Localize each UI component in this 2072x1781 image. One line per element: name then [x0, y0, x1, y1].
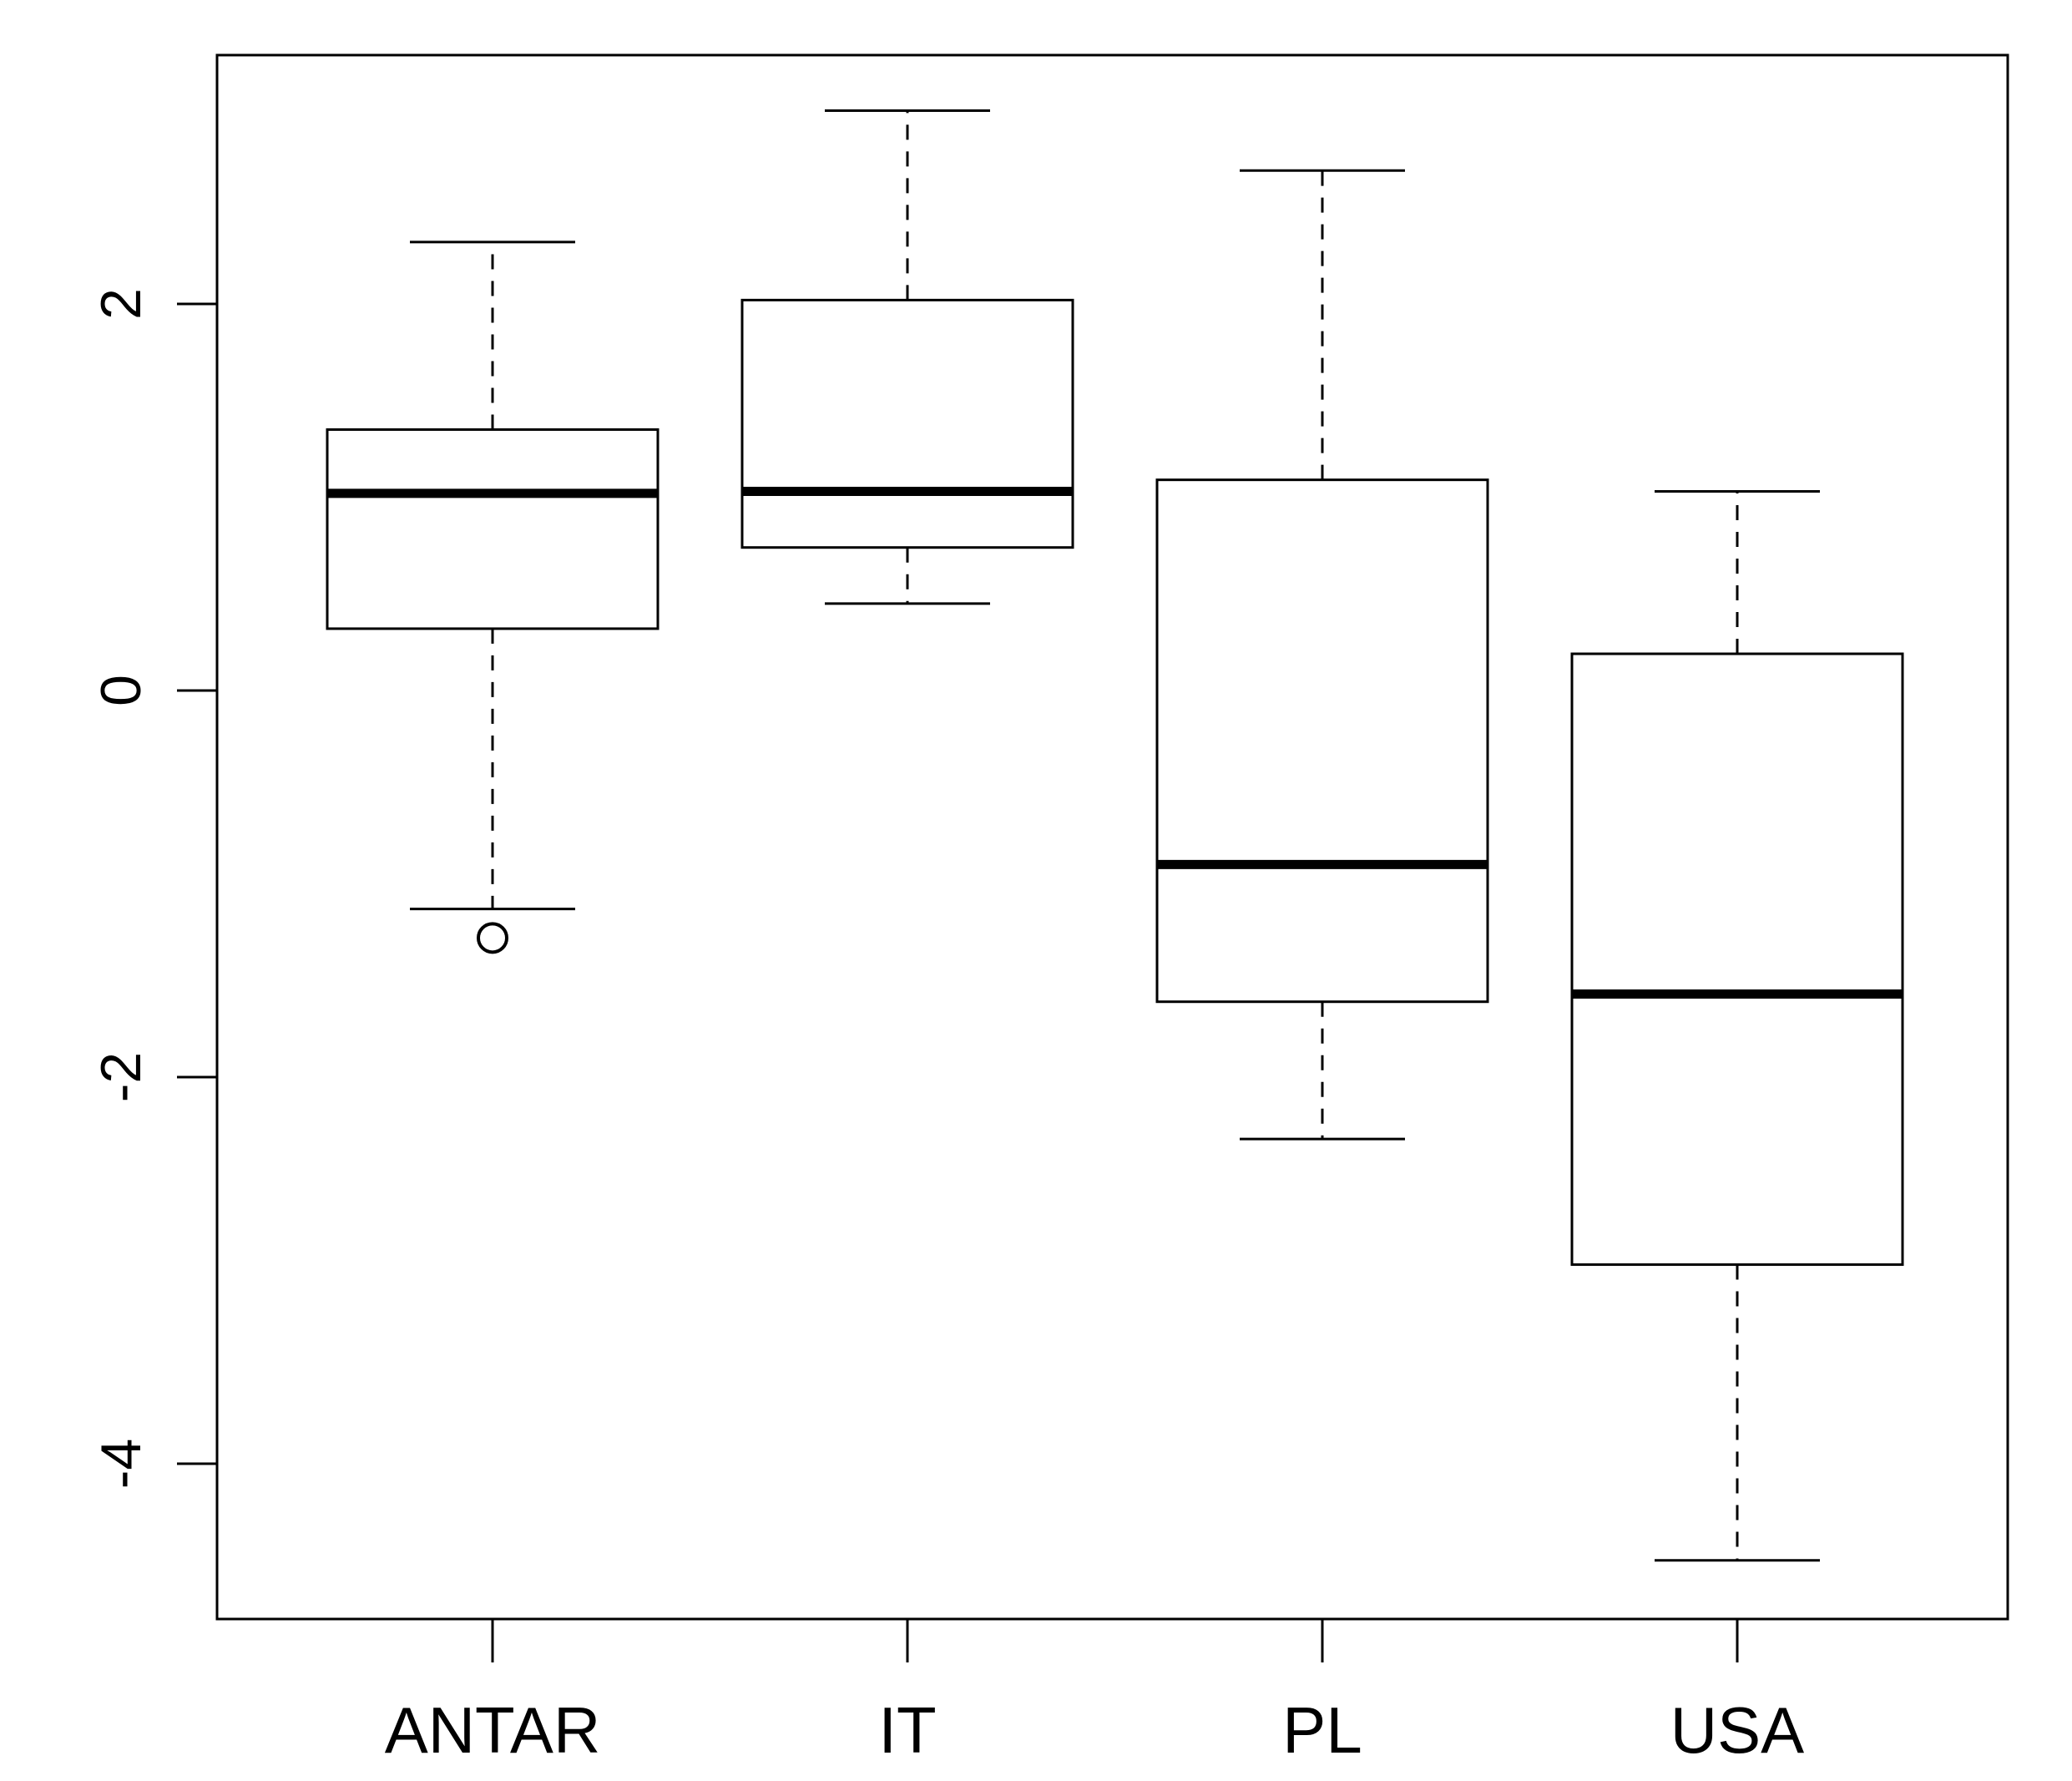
- y-axis: -4 -2 0 2: [89, 288, 217, 1489]
- y-tick-label: -2: [89, 1052, 153, 1102]
- box-iqr: [1570, 652, 1904, 1267]
- y-tick-label: 0: [89, 675, 153, 706]
- box-group-antar: [326, 240, 660, 954]
- box-iqr: [1155, 478, 1489, 1004]
- box-iqr: [740, 298, 1074, 549]
- box-group-it: [740, 109, 1074, 605]
- x-tick-label: ANTAR: [385, 1693, 601, 1767]
- y-tick-label: 2: [89, 288, 153, 320]
- x-tick-label: PL: [1282, 1693, 1362, 1767]
- box-group-usa: [1570, 490, 1904, 1562]
- plot-frame: [215, 53, 2009, 1621]
- outlier-point: [477, 922, 508, 954]
- x-tick-label: IT: [878, 1693, 936, 1767]
- box-group-pl: [1155, 169, 1489, 1141]
- x-axis: ANTAR IT PL USA: [385, 1619, 1804, 1767]
- y-tick-label: -4: [89, 1439, 153, 1489]
- x-tick-label: USA: [1670, 1693, 1804, 1767]
- boxes: [326, 109, 1904, 1562]
- box-iqr: [326, 428, 660, 630]
